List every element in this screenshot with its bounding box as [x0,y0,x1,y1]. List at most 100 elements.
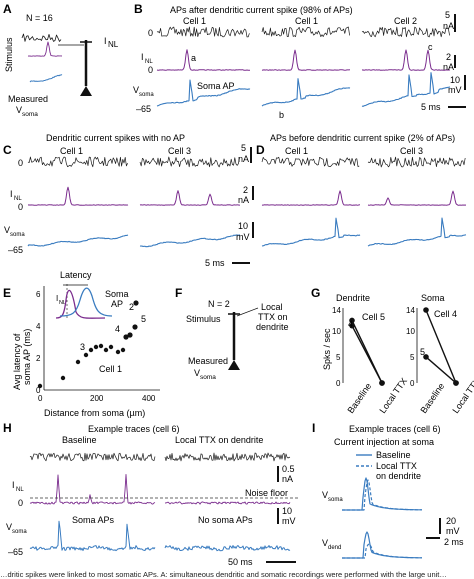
panel-e-inset-soma: Soma [105,289,129,299]
svg-text:NL: NL [108,40,119,49]
panel-b-inl-trace-1 [156,49,251,71]
panel-a-n: N = 16 [26,13,53,23]
panel-label-h: H [3,421,12,435]
panel-c-stimulus-trace-1 [27,156,128,168]
panel-g-xtick-baseline-1: Baseline [345,381,373,415]
panel-e-ytick: 0 [36,386,41,395]
panel-c-inl-label: I NL [10,189,22,202]
panel-b-soma-ap-label: Soma AP [197,81,235,91]
panel-i-legend-ttx-1: Local TTX [376,461,417,471]
panel-i-vdend-baseline [342,531,422,559]
panel-g-ytick-left: 10 [332,327,341,336]
panel-f-dendrite: dendrite [256,322,289,332]
svg-text:soma: soma [22,111,38,118]
panel-i-vsoma-label: V soma [322,490,343,503]
panel-c-vsoma-label: V soma [4,225,25,238]
panel-h-inl-label: I NL [12,480,24,493]
panel-a-measured-label: Measured [8,94,48,104]
panel-g-cell5: Cell 5 [362,312,385,322]
svg-text:I: I [10,189,13,199]
panel-e-y-axis-label: Avg latency of soma AP (ms) [12,329,32,390]
panel-c-inl-trace-2 [139,190,240,206]
panel-b-vsoma-trace-1 [156,79,251,107]
panel-d-scale-na2-unit: nA [238,195,249,205]
svg-text:NL: NL [145,59,153,65]
panel-b-stimulus-trace-3 [361,26,450,38]
panel-e-point [37,383,43,389]
panel-b-zero-2: 0 [148,65,153,75]
panel-a-stimulus-label: Stimulus [4,37,14,72]
panel-c-stimulus-trace-2 [139,156,240,168]
panel-i-scale-mv-value: 20 [446,516,456,526]
panel-f-n: N = 2 [208,299,230,309]
panel-h-noise-floor: Noise floor [245,488,288,498]
panel-d-scale-ms-label: 5 ms [205,258,225,268]
panel-e-xtick: 200 [90,394,104,403]
panel-h-scale-ms-label: 50 ms [228,557,253,567]
svg-text:V: V [16,105,22,115]
panel-e-inset-soma-trace [59,287,113,317]
panel-e-point [127,332,133,338]
panel-g-ytick-right: 14 [406,306,415,315]
panel-e-point [120,347,126,353]
panel-d-cell-3: Cell 3 [400,146,423,156]
panel-h-no-soma-aps: No soma APs [198,515,253,525]
panel-b-scale-mv-value: 10 [450,75,460,85]
panel-b-stimulus-trace-2 [261,26,350,38]
panel-i-vsoma-baseline [342,477,423,511]
panel-g-ytick-left: 5 [336,353,341,362]
panel-h-title: Example traces (cell 6) [88,424,180,434]
svg-text:I: I [141,52,144,62]
svg-text:V: V [322,538,328,548]
panel-label-g: G [311,286,320,300]
panel-g-y-axis-label: Spks / sec [322,328,332,370]
panel-g-line [425,309,457,384]
panel-e-point [132,324,138,330]
panel-g-ytick-right: 10 [406,327,415,336]
panel-label-a: A [3,2,12,16]
panel-e-inset-inl-trace [55,289,106,319]
panel-h-vsoma-trace-2 [164,545,291,552]
panel-c-scale-na-unit: nA [238,154,249,164]
panel-c-zero-2: 0 [18,202,23,212]
panel-g-lines [349,307,459,386]
panel-e-ticks: 0 2 4 6 0 200 400 [36,290,156,403]
panel-g-point [423,354,429,360]
svg-text:NL: NL [59,300,66,306]
panel-h-baseline: Baseline [62,435,97,445]
panel-b-vsoma-trace-2 [261,78,351,107]
panel-b-title: APs after dendritic current spike (98% o… [170,5,353,15]
panel-e-point [75,359,81,365]
panel-e-x-axis-label: Distance from soma (µm) [44,408,145,418]
panel-label-b: B [134,2,143,16]
panel-d-scale-mv-value: 10 [238,221,248,231]
panel-f-vsoma-label: V soma [194,368,216,381]
panel-a-neuron-soma [80,86,92,96]
panel-h-inl-trace-1 [29,474,156,505]
svg-text:I: I [12,480,15,490]
panel-e-xtick: 400 [142,394,156,403]
panel-e-point [83,352,89,358]
panel-c-neg65: –65 [8,245,23,255]
panel-g-line [425,356,457,384]
panel-i-legend-ttx-2: on dendrite [376,471,421,481]
svg-text:NL: NL [14,196,22,202]
svg-text:I: I [56,294,58,303]
panel-e-inset-latency: Latency [60,270,92,280]
panel-f-ttx: TTX on [258,312,288,322]
panel-i-vdend-label: V dend [322,538,341,551]
panel-e-ytick: 4 [36,322,41,331]
svg-text:soma: soma [200,374,216,381]
panel-c-scale-na-value: 5 [241,143,246,153]
svg-text:soma: soma [328,497,343,503]
svg-text:V: V [133,85,139,95]
trace-layer [21,26,467,559]
panel-b-vsoma-label: V soma [133,85,154,98]
panel-label-i: I [312,421,315,435]
panel-h-stimulus-trace-1 [29,452,156,462]
panel-e-point [108,344,114,350]
panel-e-point [88,347,94,353]
panel-g-ytick-right: 5 [410,353,415,362]
panel-g-num4: 4 [348,319,353,329]
svg-text:V: V [322,490,328,500]
